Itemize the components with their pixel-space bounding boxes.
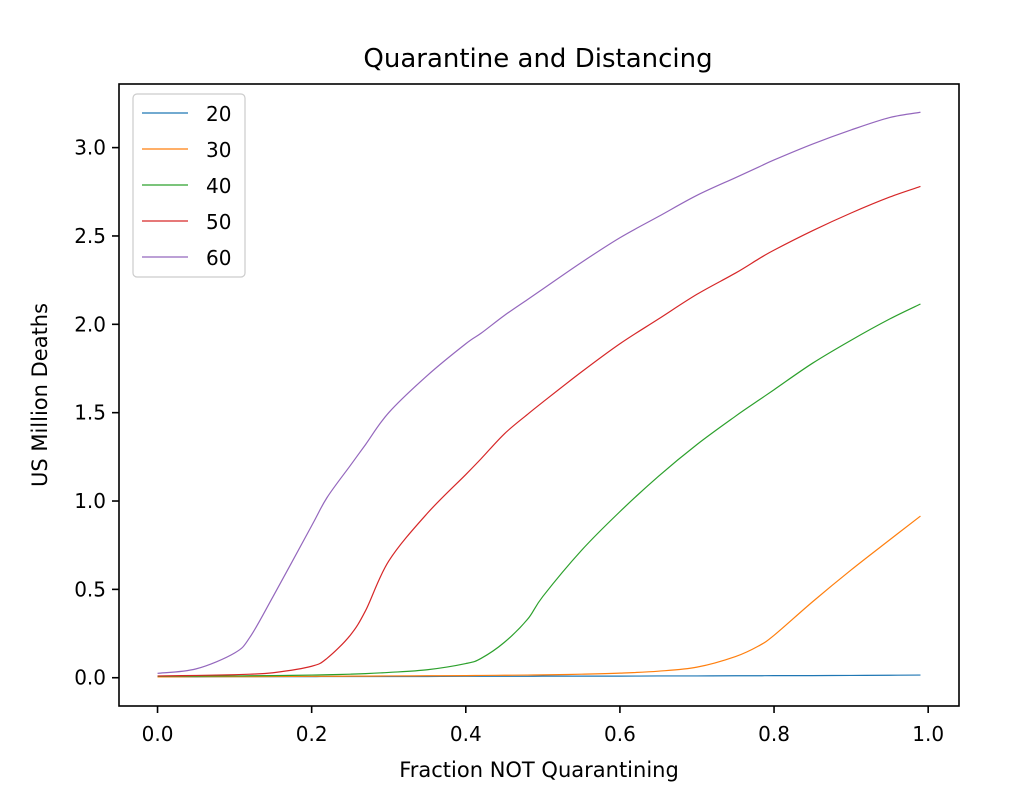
series-line-40	[157, 303, 921, 677]
y-tick-label: 2.5	[74, 224, 106, 248]
y-tick-label: 1.0	[74, 489, 106, 513]
legend-label-30: 30	[206, 138, 231, 162]
plot-area-frame	[118, 83, 960, 707]
y-tick-label: 0.0	[74, 666, 106, 690]
legend-label-20: 20	[206, 102, 231, 126]
legend: 20 30 40 50 60	[132, 93, 246, 278]
x-axis-ticks: 0.0 0.2 0.4 0.6 0.8 1.0	[142, 706, 944, 746]
series-line-30	[157, 515, 921, 678]
legend-box	[132, 93, 246, 278]
x-axis-label: Fraction NOT Quarantining	[399, 758, 679, 782]
x-tick-label: 0.6	[604, 722, 636, 746]
x-tick-label: 0.2	[296, 722, 328, 746]
x-tick-label: 0.4	[450, 722, 482, 746]
series-line-50	[157, 185, 921, 677]
legend-label-60: 60	[206, 246, 231, 270]
x-tick-label: 1.0	[912, 722, 944, 746]
y-axis-label: US Million Deaths	[28, 303, 52, 487]
chart-title: Quarantine and Distancing	[363, 44, 712, 74]
series-lines	[157, 111, 921, 678]
series-line-60	[157, 111, 921, 674]
y-axis-ticks: 0.0 0.5 1.0 1.5 2.0 2.5 3.0	[74, 136, 119, 690]
y-tick-label: 0.5	[74, 577, 106, 601]
y-tick-label: 3.0	[74, 136, 106, 160]
x-tick-label: 0.8	[758, 722, 790, 746]
y-tick-label: 2.0	[74, 312, 106, 336]
y-tick-label: 1.5	[74, 401, 106, 425]
legend-label-50: 50	[206, 210, 231, 234]
x-tick-label: 0.0	[142, 722, 174, 746]
legend-label-40: 40	[206, 174, 231, 198]
